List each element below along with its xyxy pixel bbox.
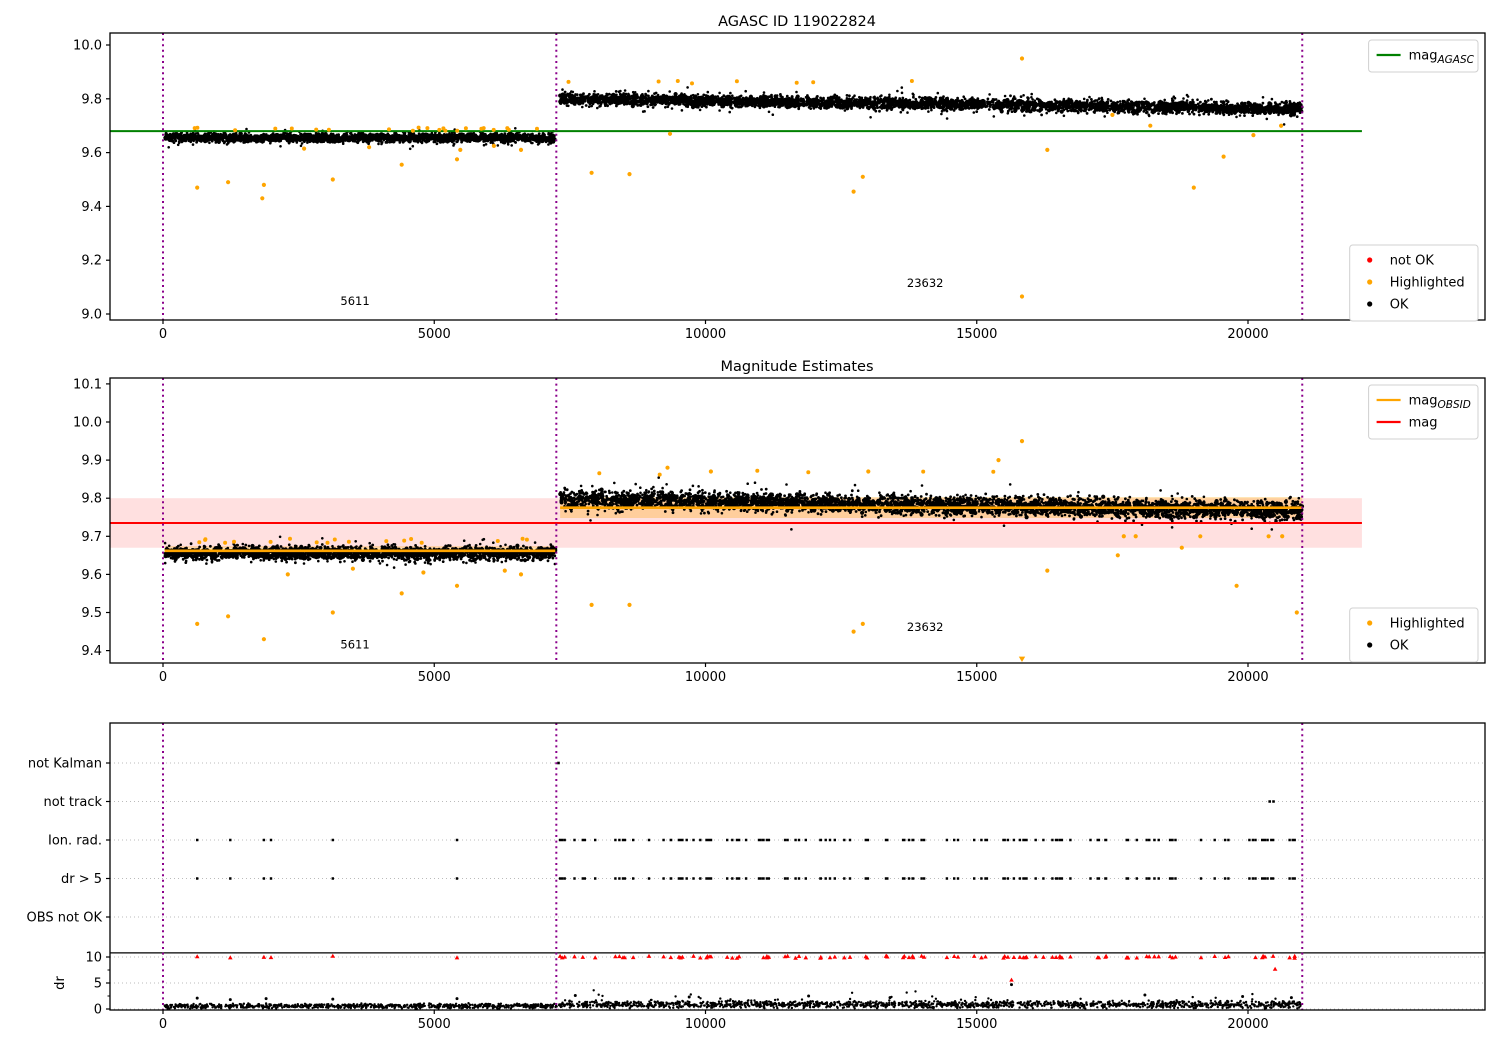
svg-text:15000: 15000 — [956, 327, 997, 342]
top-plot-legend-mag: magAGASC — [1368, 39, 1479, 73]
svg-text:10000: 10000 — [685, 327, 726, 342]
middle-plot: 5611 23632 0 5000 10000 15000 20000 9.4 9.5 9.6 9.… — [73, 377, 1486, 685]
svg-text:5000: 5000 — [418, 327, 451, 342]
middle-plot-title: Magnitude Estimates — [720, 359, 873, 375]
svg-text:magOBSID: magOBSID — [1409, 394, 1471, 412]
svg-text:Highlighted: Highlighted — [1390, 617, 1465, 632]
svg-text:9.6: 9.6 — [81, 568, 102, 583]
svg-text:15000: 15000 — [956, 670, 997, 685]
svg-text:mag: mag — [1409, 416, 1438, 431]
svg-text:10.1: 10.1 — [73, 377, 102, 392]
svg-text:0: 0 — [159, 327, 167, 342]
svg-text:9.5: 9.5 — [81, 606, 102, 621]
svg-text:9.9: 9.9 — [81, 454, 102, 469]
svg-text:9.6: 9.6 — [81, 146, 102, 161]
svg-text:10.0: 10.0 — [73, 416, 102, 431]
svg-text:0: 0 — [94, 1003, 102, 1018]
middle-plot-legend-lines: magOBSID mag — [1368, 384, 1479, 440]
svg-text:20000: 20000 — [1227, 670, 1268, 685]
svg-text:9.2: 9.2 — [81, 254, 102, 269]
svg-text:0: 0 — [159, 1017, 167, 1032]
svg-text:5611: 5611 — [340, 638, 369, 652]
svg-text:dr > 5: dr > 5 — [61, 872, 102, 887]
svg-text:10000: 10000 — [685, 1017, 726, 1032]
bottom-plot: not Kalman not track Ion. rad. dr > 5 OBS no… — [27, 722, 1486, 1032]
svg-text:23632: 23632 — [907, 276, 944, 290]
svg-text:OK: OK — [1390, 298, 1409, 313]
svg-text:9.8: 9.8 — [81, 492, 102, 507]
svg-text:0: 0 — [159, 670, 167, 685]
top-plot-legend-points: not OK Highlighted OK — [1349, 244, 1479, 322]
svg-text:not track: not track — [43, 795, 102, 810]
svg-text:9.4: 9.4 — [81, 200, 102, 215]
svg-text:9.7: 9.7 — [81, 530, 102, 545]
top-plot: 5611 23632 0 5000 10000 15000 20000 9.0 9.2 9.4 9.… — [73, 32, 1486, 342]
svg-text:OBS not OK: OBS not OK — [27, 911, 103, 926]
svg-text:23632: 23632 — [907, 620, 944, 634]
svg-text:not OK: not OK — [1390, 254, 1435, 269]
svg-text:not Kalman: not Kalman — [28, 757, 102, 772]
svg-text:10: 10 — [85, 951, 102, 966]
svg-text:10.0: 10.0 — [73, 39, 102, 54]
svg-text:20000: 20000 — [1227, 327, 1268, 342]
svg-text:Highlighted: Highlighted — [1390, 276, 1465, 291]
svg-text:OK: OK — [1390, 639, 1409, 654]
svg-text:magAGASC: magAGASC — [1409, 49, 1475, 67]
svg-text:9.4: 9.4 — [81, 644, 102, 659]
svg-text:20000: 20000 — [1227, 1017, 1268, 1032]
dr-axis-label: dr — [53, 976, 68, 990]
svg-text:5000: 5000 — [418, 1017, 451, 1032]
svg-text:15000: 15000 — [956, 1017, 997, 1032]
svg-text:5000: 5000 — [418, 670, 451, 685]
svg-text:Ion. rad.: Ion. rad. — [48, 834, 102, 849]
svg-text:10000: 10000 — [685, 670, 726, 685]
svg-text:9.8: 9.8 — [81, 92, 102, 107]
top-plot-title: AGASC ID 119022824 — [718, 14, 876, 30]
svg-text:9.0: 9.0 — [81, 308, 102, 323]
svg-text:5611: 5611 — [340, 294, 369, 308]
middle-plot-legend-points: Highlighted OK — [1349, 607, 1479, 663]
svg-text:5: 5 — [94, 977, 102, 992]
